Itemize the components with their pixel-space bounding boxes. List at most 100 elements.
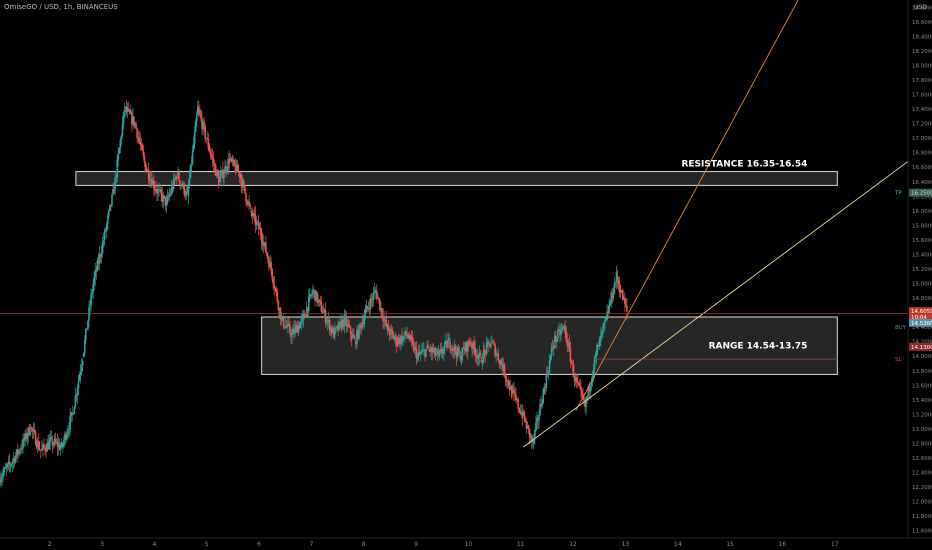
candle-body (423, 349, 425, 351)
candle-body (346, 323, 349, 327)
candle-body (62, 444, 64, 448)
y-tick-label: 18.6000 (912, 20, 932, 26)
y-tick-label: 16.0000 (912, 209, 932, 215)
candle-body (147, 169, 150, 180)
candle-body (550, 347, 553, 356)
candle-body (205, 138, 207, 139)
candle-body (44, 447, 46, 451)
candle-body (328, 319, 331, 331)
price-axis[interactable]: 11.6000 11.8000 12.0000 12.2000 12.4000 12.60… (912, 5, 932, 534)
candle-body (392, 333, 395, 340)
candle-body (355, 341, 357, 345)
candle-body (107, 215, 109, 224)
candle-body (482, 350, 485, 362)
candle-body (522, 411, 525, 415)
candle-body (104, 230, 107, 232)
candle-body (206, 138, 209, 140)
candle-body (573, 377, 576, 382)
candle-body (250, 210, 253, 213)
candle-body (288, 323, 290, 325)
candle-body (220, 173, 222, 179)
candle-body (156, 189, 158, 194)
candle-body (498, 359, 501, 364)
candle-body (252, 213, 255, 217)
candle-body (427, 345, 429, 348)
candle-body (586, 396, 588, 400)
candle-body (597, 344, 600, 347)
candle-body (432, 350, 435, 353)
candle-body (204, 125, 206, 139)
time-axis[interactable]: 2 3 4 5 6 7 8 9 10 11 12 13 14 15 16 17 (48, 541, 839, 548)
candle-body (329, 327, 332, 331)
candle-body (228, 158, 231, 164)
candle-body (354, 337, 356, 339)
zones-layer (75, 171, 838, 375)
candle-body (448, 337, 450, 341)
x-tick-label: 10 (465, 541, 473, 548)
candle-body (499, 360, 502, 364)
candle-body (476, 355, 479, 360)
candle-body (319, 299, 322, 302)
candle-body (479, 352, 482, 356)
candle-body (253, 213, 256, 215)
candle-body (533, 438, 535, 444)
x-tick-label: 16 (779, 541, 787, 548)
price-label: 10:04 (911, 315, 927, 321)
candle-body (367, 307, 370, 309)
candle-body (497, 353, 500, 360)
candle-body (4, 468, 7, 469)
candle-body (219, 178, 221, 182)
candle-body (338, 321, 340, 331)
candle-body (222, 169, 224, 179)
candle-body (579, 385, 581, 388)
candle-body (302, 313, 305, 320)
candle-body (71, 412, 74, 414)
candle-body (173, 178, 176, 180)
x-tick-label: 14 (674, 541, 682, 548)
candle-body (133, 116, 135, 126)
candle-body (256, 221, 259, 223)
candle-body (336, 325, 338, 328)
candle-body (372, 292, 375, 300)
candle-body (212, 158, 215, 165)
candle-body (598, 337, 601, 347)
symbol-header: OmiseGO / USD, 1h, BINANCEUS (4, 3, 118, 11)
candle-body (29, 432, 32, 435)
candle-body (619, 291, 622, 293)
candle-body (267, 255, 269, 260)
candle-body (613, 283, 616, 294)
candle-body (287, 323, 289, 327)
candle-body (378, 297, 380, 300)
candle-body (556, 338, 558, 342)
candle-body (65, 434, 67, 440)
candle-body (201, 118, 203, 130)
candle-body (54, 439, 57, 443)
candle-body (596, 344, 599, 350)
candle-body (148, 179, 151, 182)
candle-body (41, 448, 43, 451)
candle-body (12, 458, 15, 462)
candle-body (616, 276, 619, 281)
candle-body (128, 110, 131, 114)
candle-body (90, 294, 92, 307)
candle-body (234, 165, 237, 173)
candle-body (504, 376, 507, 379)
candle-body (334, 328, 336, 335)
candle-body (452, 348, 455, 351)
candle-body (475, 355, 478, 357)
candle-body (170, 186, 173, 194)
candle-body (538, 415, 540, 421)
candle-body (291, 332, 293, 338)
x-tick-label: 13 (622, 541, 630, 548)
candle-body (400, 335, 402, 344)
candle-body (332, 328, 334, 334)
candle-body (99, 254, 102, 257)
candle-body (272, 278, 274, 285)
candle-body (290, 332, 292, 338)
candle-body (441, 353, 444, 354)
candle-body (79, 371, 82, 375)
candle-body (359, 324, 361, 326)
candle-body (350, 334, 353, 339)
candle-body (434, 347, 437, 356)
